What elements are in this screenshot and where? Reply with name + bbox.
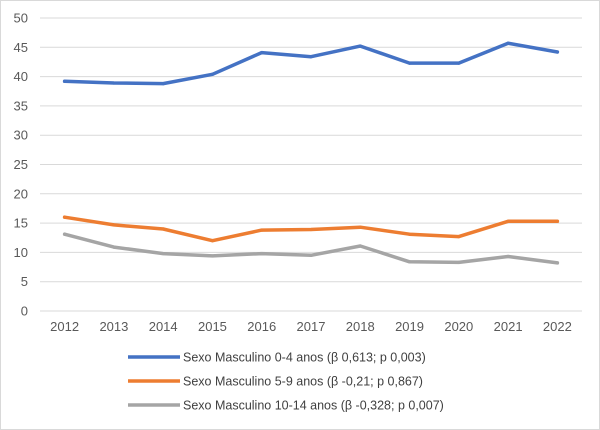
y-tick-label: 0 bbox=[21, 304, 28, 319]
x-tick-label: 2017 bbox=[297, 319, 326, 334]
data-point bbox=[555, 219, 559, 223]
x-tick-label: 2012 bbox=[50, 319, 79, 334]
x-tick-label: 2016 bbox=[247, 319, 276, 334]
data-point bbox=[309, 253, 313, 257]
data-point bbox=[63, 79, 67, 83]
data-point bbox=[555, 261, 559, 265]
y-tick-label: 25 bbox=[14, 157, 28, 172]
data-point bbox=[112, 245, 116, 249]
data-point bbox=[358, 225, 362, 229]
x-tick-label: 2015 bbox=[198, 319, 227, 334]
data-point bbox=[506, 254, 510, 259]
y-tick-label: 40 bbox=[14, 69, 28, 84]
data-point bbox=[358, 44, 362, 48]
data-point bbox=[210, 239, 215, 243]
data-point bbox=[555, 50, 559, 54]
legend-label-0: Sexo Masculino 0-4 anos (β 0,613; p 0,00… bbox=[183, 351, 426, 365]
x-tick-label: 2014 bbox=[149, 319, 178, 334]
data-point bbox=[161, 251, 165, 256]
x-tick-label: 2022 bbox=[543, 319, 572, 334]
data-point bbox=[63, 215, 67, 219]
legend: Sexo Masculino 0-4 anos (β 0,613; p 0,00… bbox=[128, 351, 444, 413]
y-tick-label: 45 bbox=[14, 40, 28, 55]
x-tick-label: 2018 bbox=[346, 319, 375, 334]
y-tick-label: 30 bbox=[14, 128, 28, 143]
data-point bbox=[63, 232, 67, 236]
data-point bbox=[161, 227, 165, 231]
y-tick-label: 50 bbox=[14, 11, 28, 26]
data-point bbox=[260, 50, 264, 55]
data-point bbox=[112, 81, 116, 85]
data-point bbox=[161, 82, 165, 86]
data-point bbox=[457, 234, 461, 239]
gridlines bbox=[40, 17, 582, 312]
data-point bbox=[260, 251, 264, 256]
data-point bbox=[358, 244, 362, 248]
data-point bbox=[260, 228, 264, 232]
data-point bbox=[506, 219, 510, 223]
y-tick-label: 15 bbox=[14, 216, 28, 231]
data-point bbox=[457, 260, 461, 264]
x-tick-label: 2013 bbox=[99, 319, 128, 334]
series-line-2 bbox=[62, 232, 560, 265]
x-tick-label: 2020 bbox=[444, 319, 473, 334]
legend-label-2: Sexo Masculino 10-14 anos (β -0,328; p 0… bbox=[183, 399, 444, 413]
data-point bbox=[309, 55, 313, 59]
data-point bbox=[210, 254, 215, 258]
x-axis-ticks: 2012 2013 2014 2015 2016 2017 2018 2019 2020 2021… bbox=[50, 319, 572, 334]
y-axis-ticks: 0 5 10 15 20 25 30 35 40 45 50 bbox=[14, 11, 28, 319]
data-point bbox=[506, 41, 510, 45]
series-line-0 bbox=[62, 41, 560, 86]
data-point bbox=[210, 72, 215, 76]
y-tick-label: 5 bbox=[21, 274, 28, 289]
x-tick-label: 2019 bbox=[395, 319, 424, 334]
series-lines bbox=[62, 41, 560, 265]
y-tick-label: 20 bbox=[14, 186, 28, 201]
y-tick-label: 10 bbox=[14, 245, 28, 260]
data-point bbox=[407, 61, 412, 65]
y-tick-label: 35 bbox=[14, 98, 28, 113]
legend-label-1: Sexo Masculino 5-9 anos (β -0,21; p 0,86… bbox=[183, 375, 423, 389]
x-tick-label: 2021 bbox=[494, 319, 523, 334]
data-point bbox=[407, 232, 412, 236]
data-point bbox=[457, 61, 461, 65]
data-point bbox=[112, 223, 116, 227]
data-point bbox=[407, 260, 412, 264]
data-point bbox=[309, 227, 313, 232]
